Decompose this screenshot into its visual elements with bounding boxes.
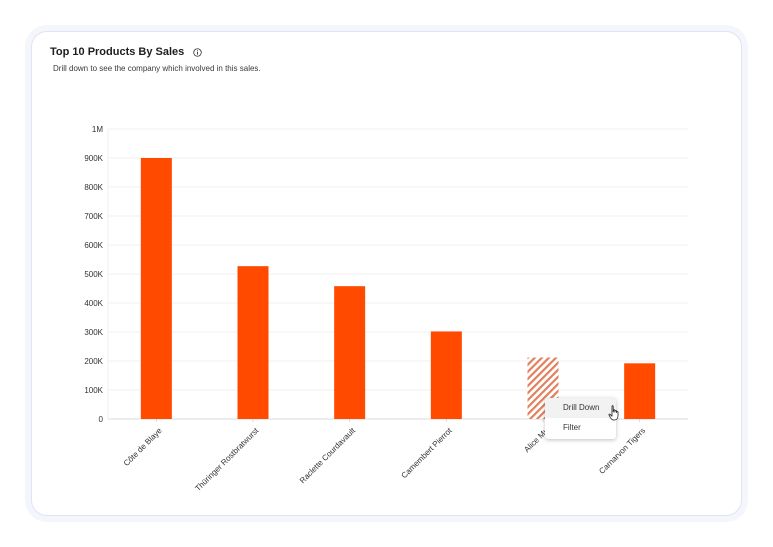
- y-tick-label: 100K: [84, 386, 103, 395]
- x-tick-label: Thüringer Rostbratwurst: [193, 426, 261, 494]
- bar[interactable]: [237, 266, 269, 419]
- x-tick-label: Côte de Blaye: [122, 426, 164, 468]
- y-tick-label: 500K: [84, 270, 103, 279]
- bar[interactable]: [334, 286, 366, 419]
- info-icon[interactable]: [193, 47, 202, 57]
- chart-title: Top 10 Products By Sales: [50, 46, 185, 58]
- y-tick-label: 800K: [84, 183, 103, 192]
- menu-item-filter[interactable]: Filter: [563, 423, 581, 432]
- bar[interactable]: [624, 363, 656, 419]
- context-menu: Drill Down Filter: [545, 398, 616, 439]
- chart-header: Top 10 Products By Sales: [50, 46, 202, 58]
- x-tick-label: Camembert Pierrot: [400, 426, 455, 481]
- y-tick-label: 0: [99, 415, 104, 424]
- y-tick-label: 1M: [92, 125, 103, 134]
- x-tick-label: Raclette Courdavault: [298, 426, 358, 486]
- hand-pointer-icon: [608, 405, 619, 421]
- menu-item-drill-down[interactable]: Drill Down: [545, 398, 616, 418]
- y-tick-label: 400K: [84, 299, 103, 308]
- bar[interactable]: [140, 158, 172, 419]
- chart-subtitle: Drill down to see the company which invo…: [53, 64, 261, 73]
- y-tick-label: 700K: [84, 212, 103, 221]
- y-tick-label: 200K: [84, 357, 103, 366]
- y-tick-label: 600K: [84, 241, 103, 250]
- bar[interactable]: [430, 331, 462, 419]
- y-tick-label: 900K: [84, 154, 103, 163]
- y-tick-label: 300K: [84, 328, 103, 337]
